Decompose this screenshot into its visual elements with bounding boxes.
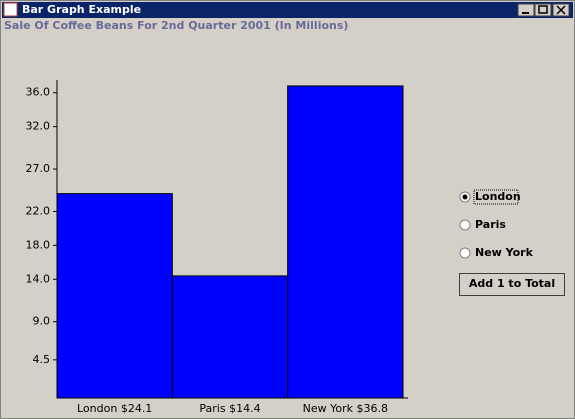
radio-button[interactable] [459,247,471,259]
controls: London Paris New York Add 1 to Total [459,189,565,296]
bar [56,193,173,399]
app-icon [3,2,18,17]
y-tick-label: 36.0 [26,86,51,99]
y-tick-label: 32.0 [26,120,51,133]
radio-label[interactable]: London [475,190,521,203]
bar [287,85,404,399]
x-tick-label: London $24.1 [77,402,152,415]
x-tick-label: Paris $14.4 [199,402,260,415]
chart-title: Sale Of Coffee Beans For 2nd Quarter 200… [4,19,348,32]
y-tick-label: 14.0 [26,272,51,285]
maximize-icon [538,5,548,14]
focus-outline [473,189,519,205]
window-title: Bar Graph Example [22,3,141,16]
y-tick-label: 4.5 [33,353,51,366]
plot: London $24.1 Paris $14.4 New York $36.8 4.5… [26,80,408,415]
radio-dot [462,194,468,200]
close-icon [556,5,566,15]
minimize-button[interactable] [517,3,535,17]
bar [171,275,289,399]
radio-button[interactable] [459,219,471,231]
y-tick-label: 9.0 [33,315,51,328]
x-tick-label: New York $36.8 [303,402,388,415]
window-buttons [517,3,570,17]
radio-label[interactable]: Paris [475,218,506,231]
radio-label[interactable]: New York [475,246,534,259]
button[interactable] [459,273,565,296]
y-tick-label: 22.0 [26,204,51,217]
y-tick-label: 27.0 [26,162,51,175]
title-bar [2,2,573,18]
button-label[interactable]: Add 1 to Total [469,277,555,290]
y-tick-label: 18.0 [26,238,51,251]
